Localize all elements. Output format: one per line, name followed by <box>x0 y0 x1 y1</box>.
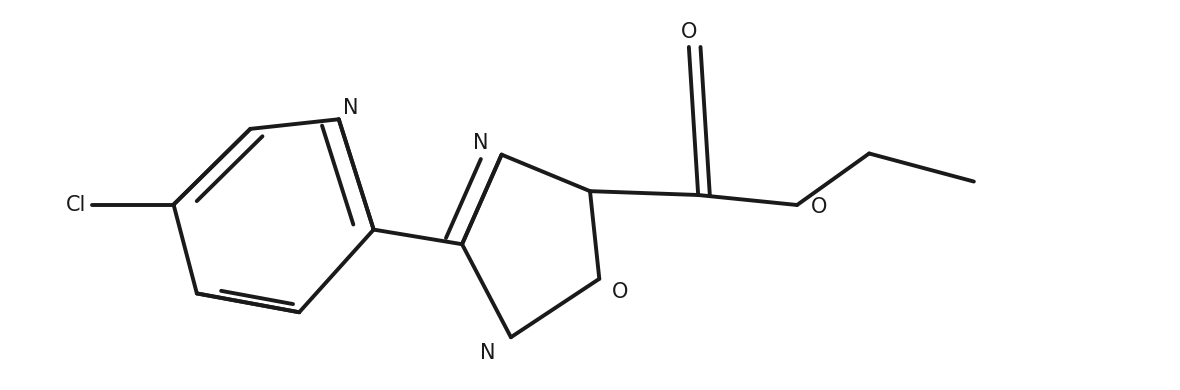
Text: O: O <box>612 282 629 302</box>
Text: N: N <box>473 133 489 153</box>
Text: O: O <box>811 197 827 217</box>
Text: O: O <box>681 21 697 42</box>
Text: Cl: Cl <box>66 195 86 215</box>
Text: N: N <box>480 343 496 363</box>
Text: N: N <box>342 98 359 118</box>
